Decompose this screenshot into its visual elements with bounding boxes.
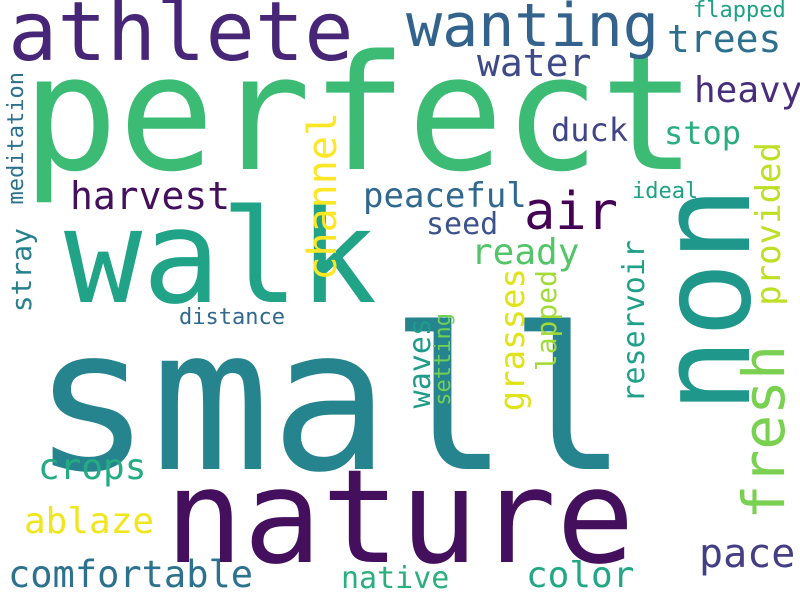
word-stray: stray bbox=[5, 228, 38, 313]
word-wanting: wanting bbox=[406, 0, 659, 61]
word-comfortable: comfortable bbox=[8, 553, 254, 596]
word-grasses: grasses bbox=[493, 268, 533, 412]
word-fresh: fresh bbox=[730, 345, 798, 520]
word-ablaze: ablaze bbox=[24, 501, 155, 542]
word-channel: channel bbox=[300, 112, 346, 281]
word-walk: walk bbox=[64, 181, 378, 333]
word-heavy: heavy bbox=[694, 70, 800, 111]
word-athlete: athlete bbox=[8, 0, 354, 80]
word-provided: provided bbox=[749, 142, 789, 306]
word-stop: stop bbox=[664, 114, 742, 152]
word-duck: duck bbox=[551, 111, 629, 149]
word-native: native bbox=[341, 561, 450, 596]
word-flapped: flapped bbox=[693, 0, 786, 23]
word-water: water bbox=[477, 41, 592, 85]
word-lapped: lapped bbox=[530, 270, 563, 372]
word-peaceful: peaceful bbox=[363, 176, 527, 216]
word-air: air bbox=[524, 182, 618, 242]
word-reservoir: reservoir bbox=[617, 240, 652, 403]
word-harvest: harvest bbox=[70, 174, 231, 218]
word-pace: pace bbox=[699, 531, 796, 577]
word-ideal: ideal bbox=[632, 179, 699, 204]
word-trees: trees bbox=[667, 17, 782, 61]
word-ready: ready bbox=[471, 232, 580, 273]
word-distance: distance bbox=[179, 305, 285, 330]
word-perfect: perfect bbox=[22, 20, 697, 207]
word-small: small bbox=[32, 285, 629, 516]
word-seed: seed bbox=[426, 207, 499, 242]
word-nature: nature bbox=[165, 441, 635, 593]
word-crops: crops bbox=[38, 447, 147, 488]
word-meditation: meditation bbox=[4, 72, 29, 205]
word-setting: setting bbox=[431, 313, 456, 406]
word-color: color bbox=[526, 555, 635, 596]
